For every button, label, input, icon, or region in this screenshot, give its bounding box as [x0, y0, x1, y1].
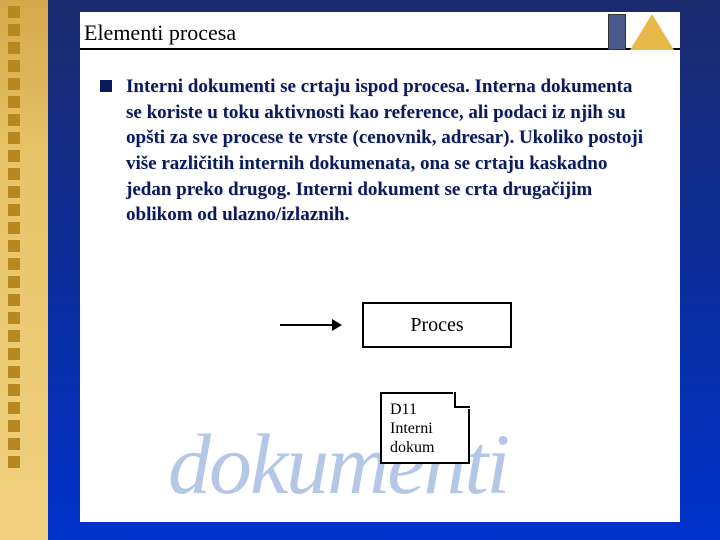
sidebar-square: [8, 294, 20, 306]
sidebar-square: [8, 456, 20, 468]
sidebar-square: [8, 204, 20, 216]
sidebar-square: [8, 222, 20, 234]
logo-college: [608, 14, 626, 50]
logo-group: [608, 14, 674, 50]
sidebar-square: [8, 258, 20, 270]
sidebar-square: [8, 366, 20, 378]
sidebar-square: [8, 420, 20, 432]
bullet-item: Interni dokumenti se crtaju ispod proces…: [80, 50, 680, 228]
sidebar-square: [8, 384, 20, 396]
decorative-sidebar: [0, 0, 48, 540]
sidebar-square: [8, 276, 20, 288]
sidebar-square: [8, 132, 20, 144]
document-box: D11 Interni dokum: [380, 392, 470, 464]
slide-title: Elementi procesa: [80, 12, 680, 50]
process-box: Proces: [362, 302, 512, 348]
sidebar-square: [8, 60, 20, 72]
process-label: Proces: [410, 314, 463, 337]
sidebar-square: [8, 438, 20, 450]
sidebar-square: [8, 24, 20, 36]
sidebar-square: [8, 402, 20, 414]
sidebar-square: [8, 96, 20, 108]
doc-line2: Interni: [390, 419, 460, 438]
slide-panel: Elementi procesa Interni dokumenti se cr…: [80, 12, 680, 522]
sidebar-square: [8, 240, 20, 252]
sidebar-square: [8, 348, 20, 360]
sidebar-square: [8, 114, 20, 126]
sidebar-square: [8, 330, 20, 342]
sidebar-square: [8, 312, 20, 324]
sidebar-square: [8, 6, 20, 18]
doc-line1: D11: [390, 400, 460, 419]
sidebar-square: [8, 150, 20, 162]
arrow-icon: [280, 324, 340, 326]
sidebar-square: [8, 78, 20, 90]
sidebar-square: [8, 186, 20, 198]
sidebar-square: [8, 168, 20, 180]
doc-line3: dokum: [390, 438, 460, 457]
process-diagram: Proces D11 Interni dokum: [280, 302, 630, 502]
sidebar-square: [8, 42, 20, 54]
bullet-icon: [100, 80, 112, 92]
logo-triangle: [630, 14, 674, 50]
body-text: Interni dokumenti se crtaju ispod proces…: [126, 74, 644, 228]
